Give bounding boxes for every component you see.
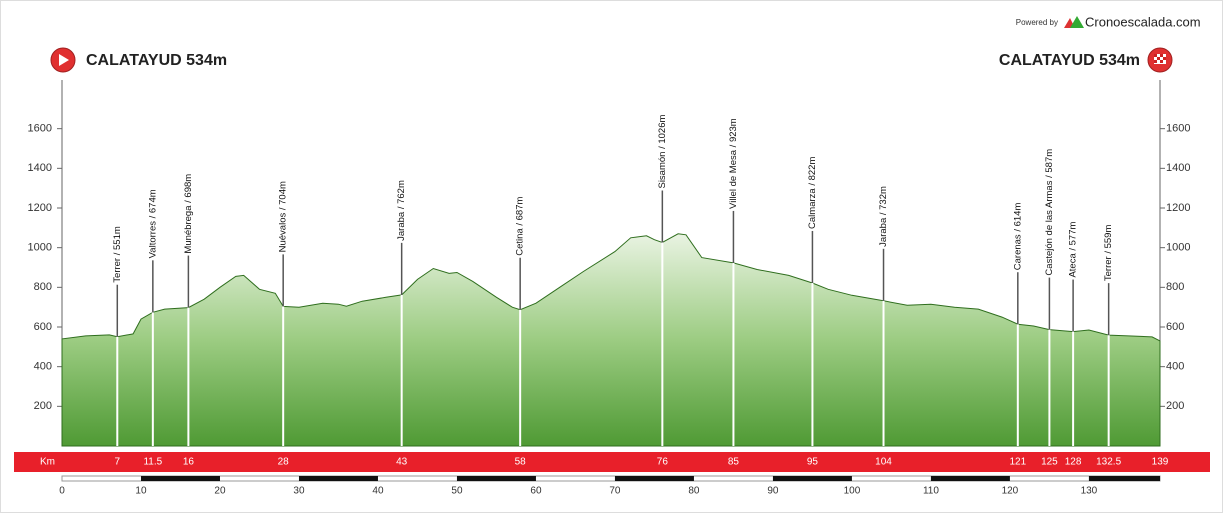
km-value: 16 — [183, 457, 195, 468]
profile-area — [61, 233, 1161, 447]
start-icon — [59, 54, 69, 66]
x-tick-label: 60 — [530, 486, 542, 497]
km-value: 85 — [728, 457, 740, 468]
waypoint-label: Castejón de las Armas / 587m — [1044, 149, 1055, 276]
x-tick-label: 70 — [609, 486, 621, 497]
finish-label: CALATAYUD 534m — [999, 52, 1140, 69]
waypoint-label: Jaraba / 762m — [396, 180, 407, 241]
powered-by: Powered by — [1016, 18, 1058, 27]
km-value: 121 — [1009, 457, 1026, 468]
scale-segment — [1088, 476, 1160, 481]
waypoint-label: Ateca / 577m — [1068, 222, 1079, 278]
scale-segment — [456, 476, 536, 481]
x-tick-label: 90 — [767, 486, 779, 497]
km-value: 28 — [278, 457, 290, 468]
y-tick-label: 800 — [1166, 281, 1184, 293]
waypoint-label: Jaraba / 732m — [878, 186, 889, 247]
waypoint-label: Carenas / 614m — [1012, 203, 1023, 271]
waypoint-label: Calmarza / 822m — [807, 157, 818, 229]
y-tick-label: 1000 — [28, 242, 52, 254]
waypoint-label: Cetina / 687m — [515, 197, 526, 256]
waypoint-label: Terrer / 559m — [1103, 225, 1114, 282]
scale-segment — [614, 476, 694, 481]
x-tick-label: 30 — [293, 486, 305, 497]
km-label: Km — [40, 457, 55, 468]
km-value: 139 — [1152, 457, 1169, 468]
logo — [1070, 16, 1084, 28]
km-value: 125 — [1041, 457, 1058, 468]
scale-segment — [772, 476, 852, 481]
x-tick-label: 110 — [923, 486, 939, 497]
y-tick-label: 200 — [1166, 400, 1184, 412]
brand: Cronoescalada.com — [1085, 14, 1201, 29]
scale-segment — [140, 476, 220, 481]
y-tick-label: 1400 — [28, 162, 52, 174]
km-value: 7 — [115, 457, 121, 468]
waypoint-label: Nuévalos / 704m — [278, 181, 289, 252]
y-tick-label: 400 — [1166, 361, 1184, 373]
y-tick-label: 600 — [1166, 321, 1184, 333]
scale-segment — [930, 476, 1010, 481]
km-value: 58 — [515, 457, 527, 468]
x-tick-label: 130 — [1081, 486, 1098, 497]
waypoint-label: Villel de Mesa / 923m — [728, 118, 739, 209]
y-tick-label: 1000 — [1166, 242, 1190, 254]
x-tick-label: 120 — [1002, 486, 1019, 497]
waypoint-label: Valtorres / 674m — [147, 189, 158, 258]
waypoint-label: Munébrega / 698m — [183, 174, 194, 254]
km-value: 104 — [875, 457, 892, 468]
y-tick-label: 1200 — [28, 202, 52, 214]
waypoint-label: Sisamón / 1026m — [657, 114, 668, 188]
y-tick-label: 200 — [34, 400, 52, 412]
km-value: 11.5 — [143, 457, 162, 468]
km-value: 95 — [807, 457, 819, 468]
x-tick-label: 40 — [372, 486, 384, 497]
y-tick-label: 1600 — [28, 123, 52, 135]
x-tick-label: 100 — [844, 486, 861, 497]
x-tick-label: 10 — [135, 486, 147, 497]
y-tick-label: 600 — [34, 321, 52, 333]
km-value: 43 — [396, 457, 408, 468]
start-label: CALATAYUD 534m — [86, 52, 227, 69]
finish-icon — [1154, 54, 1166, 63]
x-tick-label: 50 — [451, 486, 463, 497]
waypoint-label: Terrer / 551m — [112, 226, 123, 283]
x-tick-label: 0 — [59, 486, 65, 497]
x-tick-label: 80 — [688, 486, 700, 497]
km-band — [14, 452, 1210, 472]
y-tick-label: 800 — [34, 281, 52, 293]
km-value: 132.5 — [1096, 457, 1121, 468]
y-tick-label: 400 — [34, 361, 52, 373]
y-tick-label: 1400 — [1166, 162, 1190, 174]
km-value: 76 — [657, 457, 669, 468]
km-value: 128 — [1065, 457, 1082, 468]
scale-segment — [298, 476, 378, 481]
y-tick-label: 1600 — [1166, 123, 1190, 135]
y-tick-label: 1200 — [1166, 202, 1190, 214]
x-tick-label: 20 — [214, 486, 226, 497]
